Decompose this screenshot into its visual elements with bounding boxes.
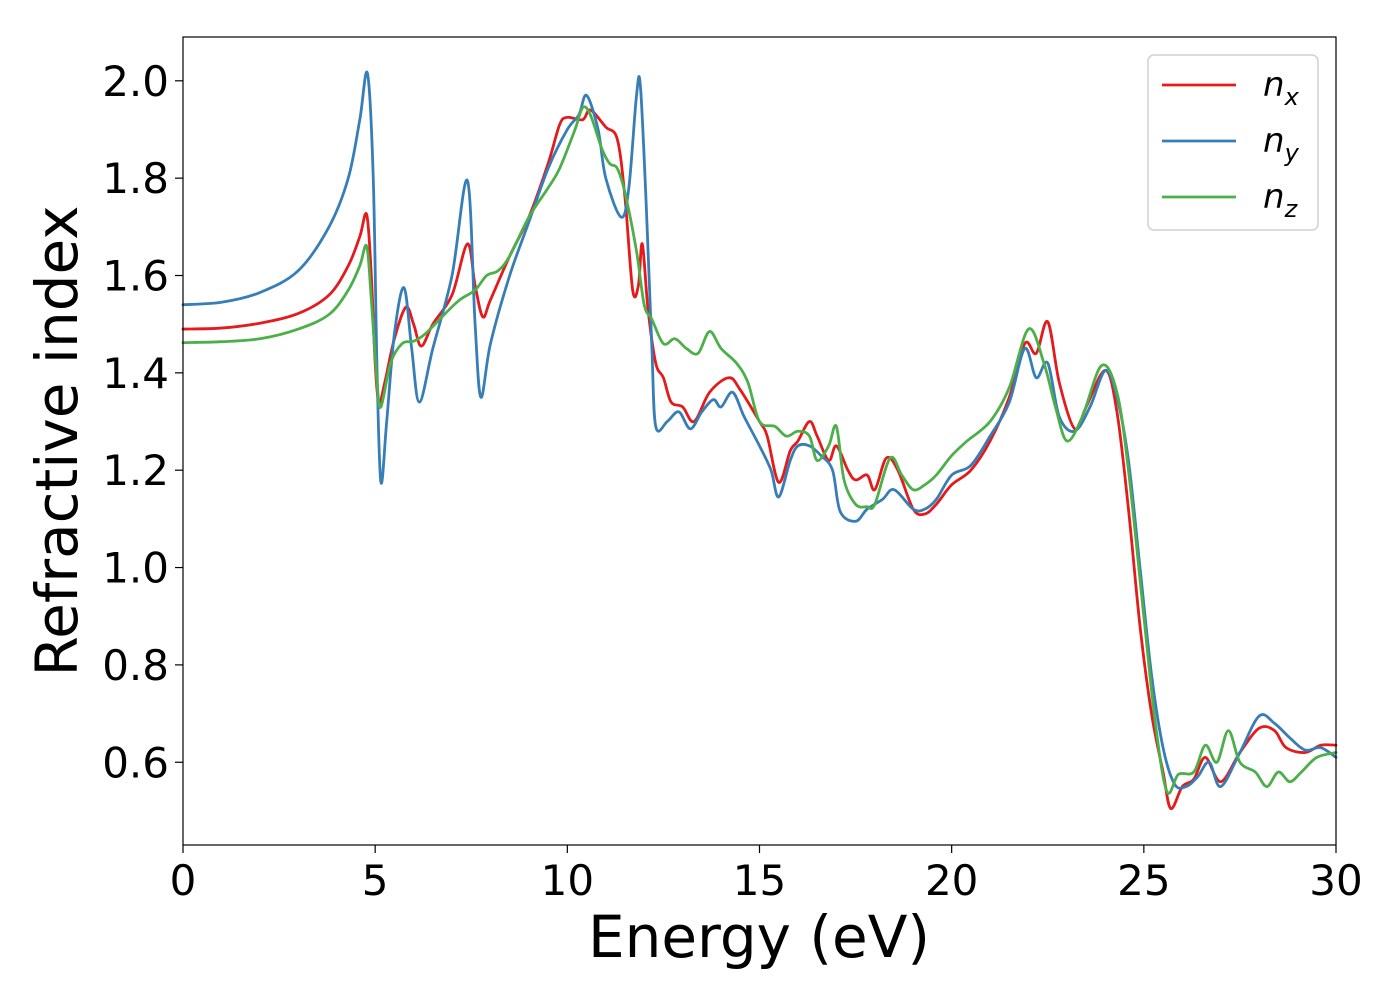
legend-label-z: nz [1263, 177, 1299, 223]
series-line-x [181, 108, 1338, 810]
legend-label-x: nx [1263, 65, 1300, 111]
y-tick-label: 1.8 [102, 154, 169, 203]
y-axis-ticks: 0.6 0.8 1.0 1.2 1.4 1.6 1.8 2.0 [102, 57, 183, 787]
x-tick-label: 20 [925, 856, 978, 905]
plot-background [183, 37, 1336, 845]
y-tick-label: 1.4 [102, 349, 169, 398]
x-tick-label: 10 [541, 856, 594, 905]
y-tick-label: 1.2 [102, 446, 169, 495]
y-tick-label: 1.6 [102, 252, 169, 301]
y-tick-label: 0.6 [102, 738, 169, 787]
x-tick-label: 25 [1117, 856, 1170, 905]
y-tick-label: 0.8 [102, 641, 169, 690]
x-axis-label: Energy (eV) [588, 903, 930, 971]
series-line-z [181, 105, 1338, 795]
legend-box [1147, 54, 1319, 231]
x-tick-label: 15 [733, 856, 786, 905]
y-tick-label: 2.0 [102, 57, 169, 106]
x-axis-ticks: 0 5 10 15 20 25 30 [170, 845, 1363, 905]
series-layer [181, 70, 1338, 810]
legend: nx ny nz [1147, 54, 1319, 231]
y-tick-label: 1.0 [102, 544, 169, 593]
x-tick-label: 0 [170, 856, 197, 905]
legend-label-y: ny [1263, 121, 1300, 167]
x-tick-label: 30 [1309, 856, 1362, 905]
y-axis-label: Refractive index [23, 205, 91, 676]
x-tick-label: 5 [362, 856, 389, 905]
